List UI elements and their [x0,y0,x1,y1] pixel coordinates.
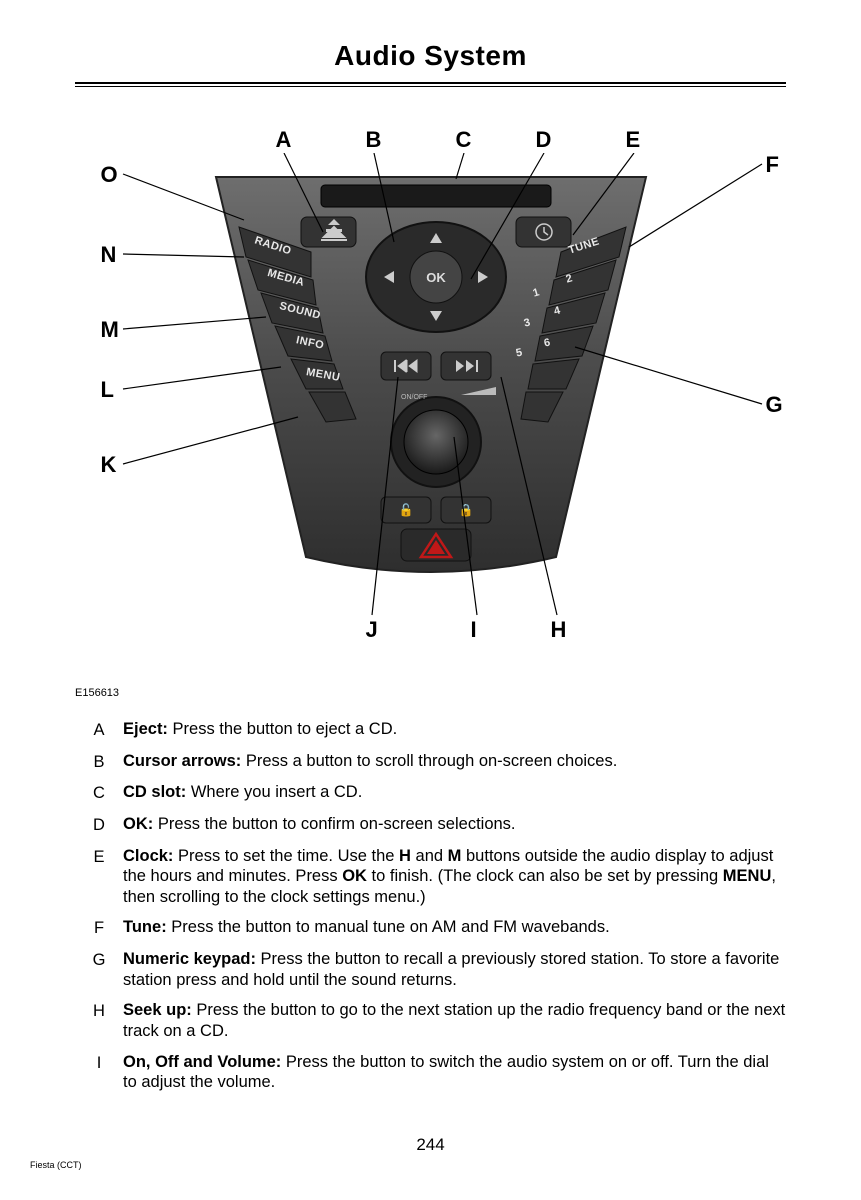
def-text: Tune: Press the button to manual tune on… [123,917,786,939]
page-title: Audio System [75,40,786,82]
callout-c: C [456,127,472,153]
definition-e: EClock: Press to set the time. Use the H… [75,846,786,908]
callout-n: N [101,242,117,268]
definitions-list: AEject: Press the button to eject a CD.B… [75,719,786,1093]
definition-c: CCD slot: Where you insert a CD. [75,782,786,804]
def-letter: H [75,1000,123,1041]
def-text: OK: Press the button to confirm on-scree… [123,814,786,836]
callout-g: G [766,392,783,418]
definition-h: HSeek up: Press the button to go to the … [75,1000,786,1041]
definition-b: BCursor arrows: Press a button to scroll… [75,751,786,773]
definition-f: FTune: Press the button to manual tune o… [75,917,786,939]
def-letter: G [75,949,123,990]
def-text: Clock: Press to set the time. Use the H … [123,846,786,908]
callout-b: B [366,127,382,153]
page-number: 244 [75,1135,786,1155]
callout-d: D [536,127,552,153]
def-letter: B [75,751,123,773]
def-letter: C [75,782,123,804]
callout-h: H [551,617,567,643]
callout-j: J [366,617,378,643]
def-text: CD slot: Where you insert a CD. [123,782,786,804]
callout-m: M [101,317,119,343]
footer-text: Fiesta (CCT) [30,1160,82,1170]
console-svg: OK [206,157,656,577]
diagram: OK [76,117,786,677]
callout-o: O [101,162,118,188]
svg-text:ON/OFF: ON/OFF [401,394,427,401]
definition-g: GNumeric keypad: Press the button to rec… [75,949,786,990]
def-letter: E [75,846,123,908]
def-text: Cursor arrows: Press a button to scroll … [123,751,786,773]
def-letter: D [75,814,123,836]
svg-text:OK: OK [426,270,446,285]
def-text: Eject: Press the button to eject a CD. [123,719,786,741]
rule-bottom [75,86,786,87]
def-letter: I [75,1052,123,1093]
rule-top [75,82,786,84]
image-code: E156613 [75,687,786,699]
callout-l: L [101,377,114,403]
callout-a: A [276,127,292,153]
definition-a: AEject: Press the button to eject a CD. [75,719,786,741]
callout-i: I [471,617,477,643]
def-letter: A [75,719,123,741]
definition-i: IOn, Off and Volume: Press the button to… [75,1052,786,1093]
def-text: Seek up: Press the button to go to the n… [123,1000,786,1041]
audio-console-illustration: OK [206,157,656,577]
def-text: Numeric keypad: Press the button to reca… [123,949,786,990]
def-letter: F [75,917,123,939]
callout-e: E [626,127,641,153]
svg-text:🔒: 🔒 [458,503,473,517]
svg-text:🔓: 🔓 [398,503,413,517]
def-text: On, Off and Volume: Press the button to … [123,1052,786,1093]
callout-f: F [766,152,779,178]
definition-d: DOK: Press the button to confirm on-scre… [75,814,786,836]
callout-k: K [101,452,117,478]
